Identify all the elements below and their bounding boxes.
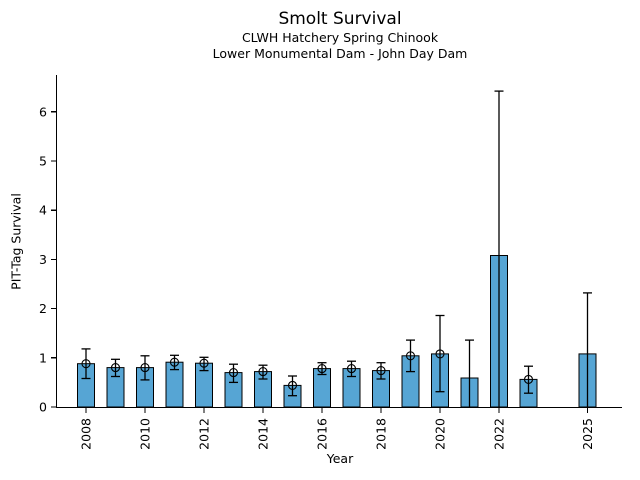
y-tick-label-1: 1	[39, 350, 47, 365]
x-tick-label-2008: 2008	[79, 418, 94, 450]
chart-subtitle-line1: CLWH Hatchery Spring Chinook	[241, 30, 439, 45]
x-tick-label-2018: 2018	[374, 418, 389, 450]
point-marker-2009	[110, 363, 121, 373]
y-tick-label-2: 2	[39, 301, 47, 316]
x-tick-label-2025: 2025	[580, 418, 595, 450]
point-marker-2010	[140, 363, 150, 373]
x-tick-label-2014: 2014	[256, 418, 271, 450]
chart-subtitle-line2: Lower Monumental Dam - John Day Dam	[212, 46, 468, 61]
x-tick-label-2010: 2010	[138, 418, 153, 450]
x-tick-label-2016: 2016	[315, 418, 330, 450]
point-marker-2011	[169, 357, 180, 367]
y-tick-label-4: 4	[39, 203, 47, 218]
x-tick-label-2012: 2012	[197, 418, 212, 450]
point-marker-2023	[523, 374, 534, 384]
point-marker-2017	[346, 364, 357, 374]
point-marker-2020	[435, 349, 445, 359]
point-marker-2014	[258, 367, 268, 377]
point-marker-2018	[376, 366, 386, 376]
y-tick-label-6: 6	[39, 104, 47, 119]
title-block: Smolt Survival CLWH Hatchery Spring Chin…	[57, 9, 623, 62]
point-marker-2016	[317, 364, 327, 374]
y-tick-label-3: 3	[39, 252, 47, 267]
point-marker-2015	[287, 380, 298, 390]
x-axis-label: Year	[326, 451, 354, 466]
x-tick-label-2020: 2020	[433, 418, 448, 450]
point-marker-2013	[228, 368, 239, 378]
chart-title: Smolt Survival	[278, 9, 402, 29]
y-tick-label-5: 5	[39, 154, 47, 169]
point-marker-2019	[405, 351, 416, 361]
y-tick-label-0: 0	[39, 400, 47, 415]
point-marker-2012	[199, 358, 209, 368]
y-axis-label: PIT-Tag Survival	[8, 193, 24, 290]
x-tick-label-2022: 2022	[492, 418, 507, 450]
point-marker-2008	[81, 359, 91, 369]
